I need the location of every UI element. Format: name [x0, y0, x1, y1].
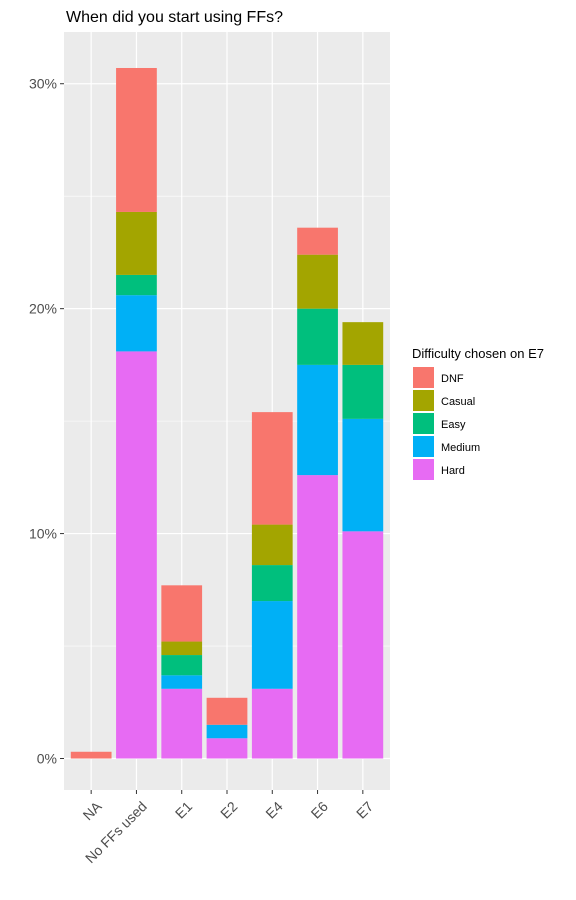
bar-dnf-na	[70, 751, 112, 759]
bar-easy-e6	[297, 308, 338, 365]
bar-hard-e6	[297, 475, 338, 759]
bar-medium-no-ffs-used	[116, 295, 157, 352]
bar-casual-e1	[161, 641, 203, 656]
y-tick-label: 20%	[29, 301, 57, 317]
x-tick-label: E2	[217, 798, 241, 822]
legend: Difficulty chosen on E7 DNF Casual Easy Med…	[412, 346, 544, 480]
legend-title: Difficulty chosen on E7	[412, 346, 544, 361]
legend-label-hard: Hard	[441, 465, 465, 477]
x-tick-label: E1	[172, 798, 196, 822]
y-axis: 0% 10% 20% 30%	[29, 76, 64, 767]
legend-label-easy: Easy	[441, 419, 466, 431]
y-tick-label: 30%	[29, 76, 57, 92]
x-tick-label: E7	[353, 798, 377, 822]
legend-label-dnf: DNF	[441, 373, 464, 385]
bar-casual-e4	[251, 524, 293, 566]
bars	[70, 67, 384, 759]
x-tick-label: NA	[80, 798, 106, 824]
bar-easy-no-ffs-used	[116, 274, 157, 296]
legend-key-dnf	[413, 367, 434, 388]
legend-key-medium	[413, 436, 434, 457]
y-tick-label: 0%	[37, 751, 57, 767]
bar-dnf-e4	[251, 412, 293, 525]
legend-key-easy	[413, 413, 434, 434]
bar-medium-e2	[206, 724, 248, 739]
bar-medium-e7	[342, 418, 384, 532]
x-tick-label: E6	[308, 798, 332, 822]
bar-casual-e7	[342, 322, 384, 365]
legend-key-hard	[413, 459, 434, 480]
bar-dnf-no-ffs-used	[116, 67, 157, 212]
x-tick-label: E4	[262, 798, 286, 822]
bar-hard-e4	[251, 688, 293, 759]
y-tick-label: 10%	[29, 526, 57, 542]
bar-easy-e1	[161, 655, 203, 676]
legend-label-casual: Casual	[441, 396, 475, 408]
legend-label-medium: Medium	[441, 442, 480, 454]
bar-medium-e4	[251, 601, 293, 689]
bar-medium-e1	[161, 675, 203, 689]
legend-key-casual	[413, 390, 434, 411]
bar-easy-e4	[251, 565, 293, 602]
bar-hard-e7	[342, 531, 384, 759]
bar-dnf-e6	[297, 227, 338, 255]
bar-hard-no-ffs-used	[116, 351, 157, 759]
chart-title: When did you start using FFs?	[66, 9, 283, 26]
bar-hard-e1	[161, 688, 203, 759]
bar-medium-e6	[297, 364, 338, 476]
bar-dnf-e1	[161, 585, 203, 642]
bar-casual-e6	[297, 254, 338, 309]
bar-casual-no-ffs-used	[116, 211, 157, 275]
bar-dnf-e2	[206, 697, 248, 725]
bar-hard-e2	[206, 738, 248, 759]
bar-easy-e7	[342, 364, 384, 419]
